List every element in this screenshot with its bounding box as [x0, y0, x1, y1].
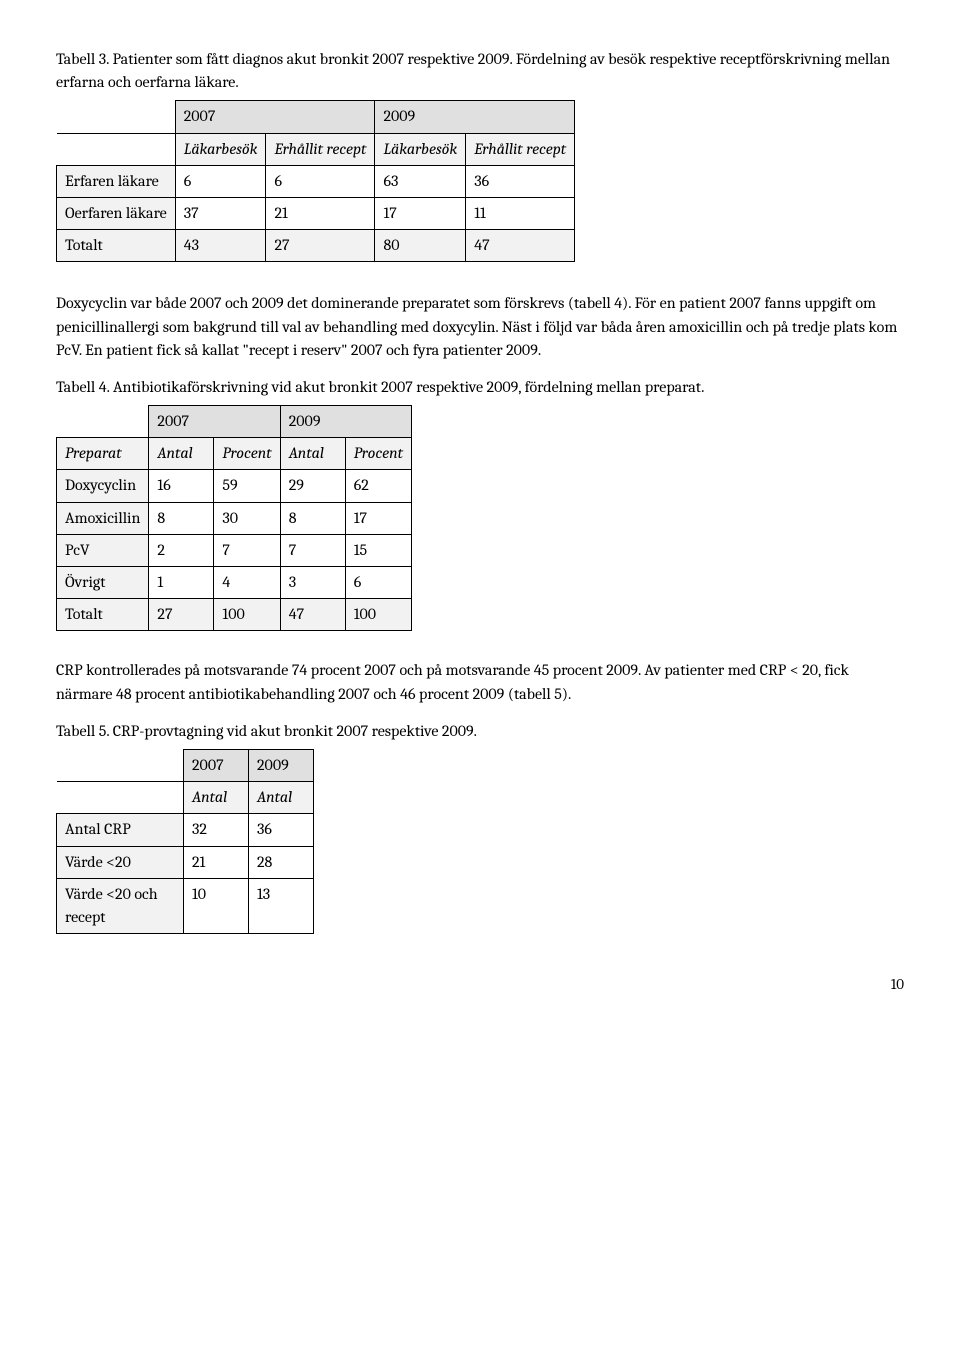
- table5-year1: 2007: [184, 749, 249, 781]
- table3-subhead: Erhållit recept: [266, 133, 375, 165]
- table5-caption: Tabell 5. CRP-provtagning vid akut bronk…: [56, 720, 904, 743]
- table-cell: 21: [266, 197, 375, 229]
- table-cell: 36: [466, 165, 575, 197]
- table-cell: 6: [266, 165, 375, 197]
- paragraph-2: CRP kontrollerades på motsvarande 74 pro…: [56, 659, 904, 705]
- table-cell: 100: [214, 599, 280, 631]
- table-cell: 36: [249, 814, 314, 846]
- table-cell: 2: [149, 534, 214, 566]
- table-row-label: Övrigt: [57, 567, 149, 599]
- table-cell: 7: [214, 534, 280, 566]
- table3: 2007 2009 Läkarbesök Erhållit recept Läk…: [56, 100, 575, 262]
- table-cell: 8: [280, 502, 345, 534]
- table-cell: 17: [345, 502, 411, 534]
- table-row-label: Totalt: [57, 230, 176, 262]
- table-row-label: Värde <20: [57, 846, 184, 878]
- table-row-label: Antal CRP: [57, 814, 184, 846]
- table-cell: 100: [345, 599, 411, 631]
- table-cell: 63: [375, 165, 466, 197]
- table-cell: 1: [149, 567, 214, 599]
- table3-subhead: Läkarbesök: [175, 133, 266, 165]
- table-cell: 6: [345, 567, 411, 599]
- table5-empty-corner: [57, 749, 184, 781]
- table-cell: 21: [184, 846, 249, 878]
- table-cell: 27: [266, 230, 375, 262]
- table-cell: 11: [466, 197, 575, 229]
- table4: 2007 2009 Preparat Antal Procent Antal P…: [56, 405, 412, 631]
- table4-subhead: Antal: [280, 438, 345, 470]
- table-cell: 13: [249, 878, 314, 933]
- table4-subhead: Procent: [345, 438, 411, 470]
- table-row-label: Amoxicillin: [57, 502, 149, 534]
- table3-subhead: Erhållit recept: [466, 133, 575, 165]
- table-cell: 59: [214, 470, 280, 502]
- table-cell: 3: [280, 567, 345, 599]
- table3-year2: 2009: [375, 101, 575, 133]
- table4-preparat-head: Preparat: [57, 438, 149, 470]
- table-row-label: Doxycyclin: [57, 470, 149, 502]
- table4-caption: Tabell 4. Antibiotikaförskrivning vid ak…: [56, 376, 904, 399]
- table5-subhead: Antal: [249, 782, 314, 814]
- table4-year1: 2007: [149, 406, 280, 438]
- table-cell: 28: [249, 846, 314, 878]
- table-cell: 17: [375, 197, 466, 229]
- table-cell: 10: [184, 878, 249, 933]
- table5-year2: 2009: [249, 749, 314, 781]
- table4-year2: 2009: [280, 406, 411, 438]
- table-cell: 47: [466, 230, 575, 262]
- table-cell: 27: [149, 599, 214, 631]
- table-row-label: Värde <20 och recept: [57, 878, 184, 933]
- table-row-label: Erfaren läkare: [57, 165, 176, 197]
- table5-subhead: Antal: [184, 782, 249, 814]
- table-cell: 62: [345, 470, 411, 502]
- table-cell: 32: [184, 814, 249, 846]
- table-cell: 37: [175, 197, 266, 229]
- table4-subhead: Procent: [214, 438, 280, 470]
- table-cell: 8: [149, 502, 214, 534]
- table-row-label: Totalt: [57, 599, 149, 631]
- table-cell: 7: [280, 534, 345, 566]
- table-cell: 29: [280, 470, 345, 502]
- table-cell: 6: [175, 165, 266, 197]
- table-row-label: PcV: [57, 534, 149, 566]
- table-row-label: Oerfaren läkare: [57, 197, 176, 229]
- table-cell: 4: [214, 567, 280, 599]
- table3-subhead: Läkarbesök: [375, 133, 466, 165]
- page-number: 10: [56, 974, 904, 996]
- table-cell: 16: [149, 470, 214, 502]
- table-cell: 43: [175, 230, 266, 262]
- table3-year1: 2007: [175, 101, 375, 133]
- table-cell: 30: [214, 502, 280, 534]
- table5-empty: [57, 782, 184, 814]
- table4-subhead: Antal: [149, 438, 214, 470]
- table-cell: 80: [375, 230, 466, 262]
- table3-caption: Tabell 3. Patienter som fått diagnos aku…: [56, 48, 904, 94]
- table-cell: 47: [280, 599, 345, 631]
- paragraph-1: Doxycyclin var både 2007 och 2009 det do…: [56, 292, 904, 362]
- table4-empty-corner: [57, 406, 149, 438]
- table3-empty: [57, 133, 176, 165]
- table3-empty-corner: [57, 101, 176, 133]
- table5: 2007 2009 Antal Antal Antal CRP 32 36 Vä…: [56, 749, 314, 934]
- table-cell: 15: [345, 534, 411, 566]
